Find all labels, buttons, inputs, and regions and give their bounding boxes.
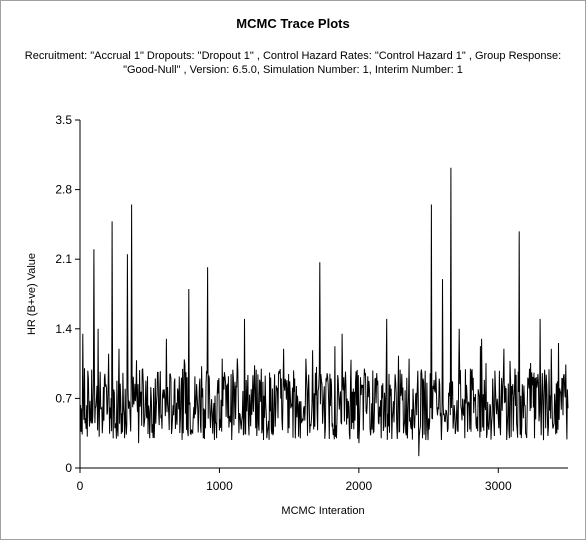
- chart-title: MCMC Trace Plots: [236, 16, 350, 31]
- x-tick-label: 3000: [485, 479, 512, 493]
- y-tick-label: 0: [65, 461, 72, 475]
- x-tick-label: 1000: [206, 479, 233, 493]
- axes: 0 0.7 1.4 2.1 2.8 3.5 0 1000 2000 3000: [55, 113, 568, 493]
- x-tick-label: 2000: [346, 479, 373, 493]
- y-tick-label: 2.1: [55, 252, 72, 266]
- trace-series: [79, 167, 569, 457]
- y-tick-label: 3.5: [55, 113, 72, 127]
- y-tick-label: 2.8: [55, 183, 72, 197]
- x-axis-label: MCMC Interation: [281, 505, 364, 517]
- subtitle-line-1: Recruitment: "Accrual 1" Dropouts: "Drop…: [24, 50, 562, 62]
- y-tick-label: 0.7: [55, 391, 72, 405]
- y-tick-label: 1.4: [55, 322, 72, 336]
- subtitle-line-2: "Good-Null" , Version: 6.5.0, Simulation…: [123, 64, 463, 76]
- x-tick-label: 0: [77, 479, 84, 493]
- y-axis-label: HR (B+ve) Value: [26, 253, 38, 335]
- trace-line: [79, 167, 569, 457]
- chart-subtitle: Recruitment: "Accrual 1" Dropouts: "Drop…: [20, 49, 566, 77]
